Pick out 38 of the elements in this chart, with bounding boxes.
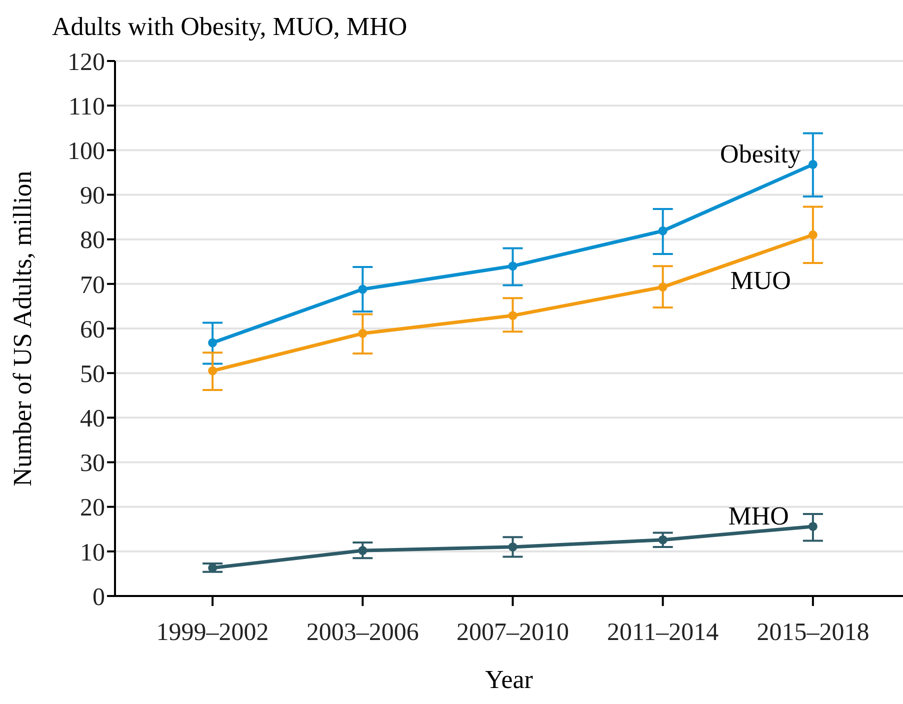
y-tick-label: 50: [80, 360, 105, 388]
y-tick-label: 30: [80, 450, 105, 478]
series-label: MUO: [730, 266, 791, 295]
y-tick-label: 80: [80, 227, 105, 254]
point: [358, 546, 368, 556]
point: [808, 230, 818, 240]
x-tick-label: 2011–2014: [607, 618, 720, 646]
point: [658, 535, 668, 544]
series-label: Obesity: [720, 139, 801, 168]
point: [508, 542, 518, 552]
y-tick-label: 10: [80, 539, 105, 566]
point: [808, 160, 818, 169]
y-tick-label: 60: [80, 316, 105, 344]
point: [358, 328, 368, 338]
y-tick-label: 0: [92, 584, 105, 611]
x-tick-label: 2015–2018: [756, 618, 870, 646]
x-tick-label: 2003–2006: [306, 618, 419, 646]
point: [658, 282, 668, 292]
x-tick-label: 1999–2002: [156, 618, 269, 646]
x-axis-title: Year: [485, 665, 534, 694]
point: [208, 338, 218, 348]
point: [508, 262, 518, 271]
y-tick-label: 120: [68, 48, 105, 76]
point: [358, 284, 368, 294]
point: [508, 311, 518, 320]
y-tick-label: 100: [68, 138, 105, 166]
y-tick-label: 70: [80, 272, 105, 299]
x-tick-label: 2007–2010: [456, 618, 569, 646]
y-tick-label: 20: [80, 494, 105, 522]
point: [208, 366, 218, 376]
y-axis-title: Number of US Adults, million: [8, 170, 38, 486]
y-tick-label: 40: [80, 406, 105, 433]
chart-title: Adults with Obesity, MUO, MHO: [52, 12, 408, 42]
point: [658, 226, 668, 236]
point: [808, 522, 818, 531]
y-tick-label: 110: [68, 93, 105, 120]
y-tick-label: 90: [80, 182, 105, 210]
series-label: MHO: [728, 501, 789, 530]
